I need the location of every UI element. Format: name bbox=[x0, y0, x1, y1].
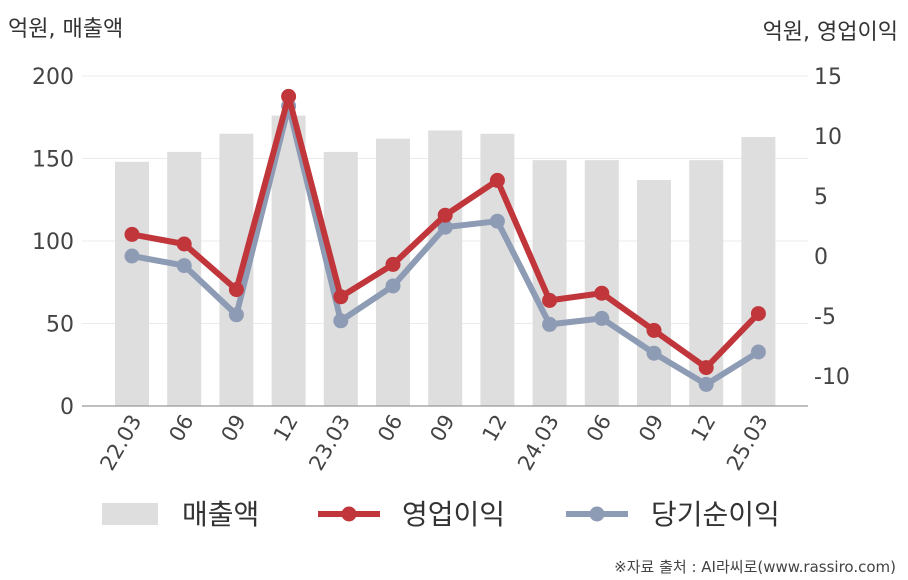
series-point bbox=[437, 207, 453, 223]
series-point bbox=[385, 278, 401, 294]
right-y-axis: 15 10 5 0 -5 -10 bbox=[814, 65, 850, 390]
legend-label: 영업이익 bbox=[402, 498, 505, 531]
revenue-bar bbox=[115, 161, 149, 406]
x-axis: 22.03 06 09 12 23.03 06 09 12 24.03 06 09 12 25.03 bbox=[82, 405, 808, 475]
series-point bbox=[176, 236, 192, 252]
series-point bbox=[594, 310, 610, 326]
series-point bbox=[646, 345, 662, 361]
series-point bbox=[176, 258, 192, 274]
x-tick-label: 06 bbox=[164, 411, 198, 446]
left-tick-label: 50 bbox=[46, 313, 74, 338]
series-point bbox=[124, 248, 140, 264]
legend-swatch-point bbox=[589, 506, 605, 522]
series-point bbox=[750, 344, 766, 360]
left-tick-label: 100 bbox=[32, 230, 74, 255]
revenue-bars bbox=[115, 115, 776, 407]
x-tick-label: 23.03 bbox=[304, 411, 355, 475]
x-tick-label: 25.03 bbox=[722, 411, 773, 475]
series-point bbox=[124, 226, 140, 242]
left-axis-unit: 억원, 매출액 bbox=[8, 17, 123, 42]
series-point bbox=[228, 282, 244, 298]
x-tick-label: 12 bbox=[478, 411, 512, 446]
series-point bbox=[489, 213, 505, 229]
series-point bbox=[542, 316, 558, 332]
revenue-bar bbox=[741, 137, 776, 407]
left-tick-label: 200 bbox=[32, 65, 74, 90]
x-tick-label: 22.03 bbox=[95, 411, 146, 475]
left-tick-label: 150 bbox=[32, 148, 74, 173]
left-y-axis: 200 150 100 50 0 bbox=[32, 65, 74, 420]
series-point bbox=[281, 88, 297, 104]
source-note: ※자료 출처 : AI라씨로(www.rassiro.com) bbox=[614, 558, 896, 576]
x-tick-label: 09 bbox=[425, 411, 459, 446]
revenue-bar bbox=[428, 130, 463, 406]
series-point bbox=[698, 376, 714, 392]
revenue-bar bbox=[532, 160, 567, 406]
profit-lines bbox=[124, 88, 766, 392]
series-point bbox=[594, 285, 610, 301]
series-point bbox=[698, 360, 714, 376]
right-axis-unit: 억원, 영업이익 bbox=[763, 20, 898, 45]
x-tick-label: 12 bbox=[269, 411, 303, 446]
series-point bbox=[542, 292, 558, 308]
revenue-bar bbox=[637, 179, 671, 406]
series-point bbox=[333, 313, 349, 329]
right-tick-label: 15 bbox=[814, 65, 842, 90]
x-tick-label: 06 bbox=[582, 411, 616, 446]
x-tick-label: 09 bbox=[217, 411, 251, 446]
x-tick-label: 09 bbox=[634, 411, 668, 446]
x-tick-label: 24.03 bbox=[513, 411, 564, 475]
x-tick-label: 06 bbox=[373, 411, 407, 446]
legend-label: 매출액 bbox=[182, 498, 259, 531]
right-tick-label: -10 bbox=[814, 365, 850, 390]
series-point bbox=[750, 306, 766, 322]
right-tick-label: -5 bbox=[814, 305, 836, 330]
revenue-bar bbox=[584, 160, 619, 406]
series-point bbox=[489, 172, 505, 188]
legend-swatch-bar bbox=[102, 503, 158, 525]
legend-label: 당기순이익 bbox=[651, 498, 780, 531]
x-tick-label: 12 bbox=[686, 411, 720, 446]
left-tick-label: 0 bbox=[60, 395, 74, 420]
series-point bbox=[228, 307, 244, 323]
series-point bbox=[437, 219, 453, 235]
right-tick-label: 0 bbox=[814, 245, 828, 270]
series-point bbox=[333, 289, 349, 305]
series-point bbox=[646, 322, 662, 338]
series-point bbox=[385, 256, 401, 272]
right-tick-label: 5 bbox=[814, 185, 828, 210]
legend-swatch-point bbox=[341, 506, 357, 522]
legend: 매출액 영업이익 당기순이익 bbox=[102, 498, 780, 531]
right-tick-label: 10 bbox=[814, 125, 842, 150]
